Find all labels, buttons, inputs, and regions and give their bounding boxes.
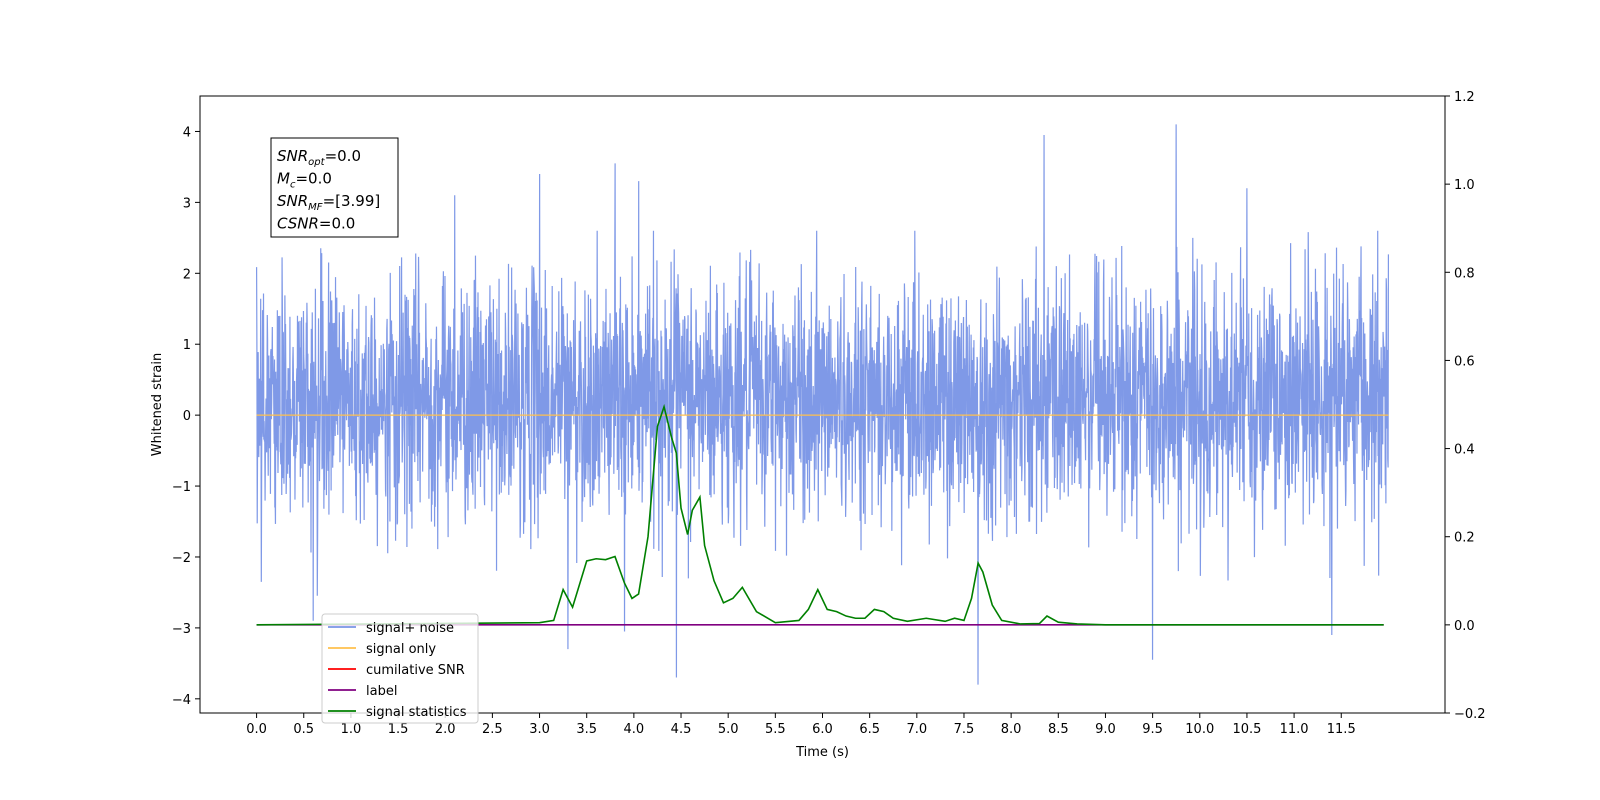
y-right-tick-label: 0.6 — [1454, 354, 1475, 369]
legend-frame — [321, 613, 479, 724]
x-tick-label: 0.5 — [293, 722, 314, 737]
info-box-line: SNRMF=[3.99] — [277, 192, 380, 213]
legend: signal+ noise signal only cumilative SNR la… — [321, 613, 479, 724]
legend-entry: signal only — [366, 642, 436, 657]
x-tick-label: 5.0 — [718, 722, 739, 737]
legend-entry: label — [366, 684, 397, 699]
y-tick-label: −1 — [172, 480, 191, 495]
x-tick-label: 1.5 — [388, 722, 409, 737]
y-axis-left: −4 −3 −2 −1 0 1 2 3 4 — [172, 125, 200, 708]
legend-entry: cumilative SNR — [366, 663, 465, 678]
y-tick-label: −2 — [172, 551, 191, 566]
y-right-tick-label: −0.2 — [1454, 707, 1486, 722]
info-box-line: Mc=0.0 — [277, 170, 332, 191]
y-right-tick-label: 1.2 — [1454, 90, 1475, 105]
x-axis-label: Time (s) — [795, 745, 849, 760]
y-tick-label: 3 — [183, 196, 191, 211]
x-tick-label: 7.0 — [906, 722, 927, 737]
signal-noise-series — [255, 124, 1390, 685]
x-tick-label: 2.0 — [435, 722, 456, 737]
series-line-signal-statistics — [256, 403, 1384, 626]
y-right-tick-label: 0.2 — [1454, 531, 1475, 546]
x-tick-label: 1.0 — [341, 722, 362, 737]
x-tick-label: 9.0 — [1095, 722, 1116, 737]
y-axis-right: −0.2 0.0 0.2 0.4 0.6 0.8 1.0 1.2 — [1445, 90, 1486, 722]
legend-entry: signal statistics — [366, 705, 467, 720]
x-tick-label: 6.0 — [812, 722, 833, 737]
x-tick-label: 4.5 — [671, 722, 692, 737]
y-right-tick-label: 0.8 — [1454, 266, 1475, 281]
x-tick-label: 5.5 — [765, 722, 786, 737]
x-tick-label: 0.0 — [246, 722, 267, 737]
y-tick-label: 1 — [183, 338, 191, 353]
info-box-line: CSNR=0.0 — [277, 215, 355, 233]
y-right-tick-label: 0.0 — [1454, 619, 1475, 634]
y-right-tick-label: 1.0 — [1454, 178, 1475, 193]
y-tick-label: 4 — [183, 125, 191, 140]
x-tick-label: 10.5 — [1232, 722, 1261, 737]
x-tick-label: 4.0 — [624, 722, 645, 737]
info-box-frame — [270, 137, 399, 238]
x-tick-label: 7.5 — [954, 722, 975, 737]
x-tick-label: 6.5 — [859, 722, 880, 737]
x-tick-label: 11.5 — [1327, 722, 1356, 737]
legend-entry: signal+ noise — [366, 621, 454, 636]
y-tick-label: 0 — [183, 409, 191, 424]
x-tick-label: 8.0 — [1001, 722, 1022, 737]
x-tick-label: 2.5 — [482, 722, 503, 737]
x-tick-label: 8.5 — [1048, 722, 1069, 737]
y-tick-label: −4 — [172, 693, 191, 708]
x-tick-label: 3.5 — [576, 722, 597, 737]
info-box-line: SNRopt=0.0 — [277, 147, 361, 168]
x-tick-label: 9.5 — [1142, 722, 1163, 737]
y-axis-label: Whitened strain — [150, 353, 165, 456]
y-tick-label: 2 — [183, 267, 191, 282]
series-line-signal-noise — [255, 124, 1390, 685]
y-right-tick-label: 0.4 — [1454, 443, 1475, 458]
x-tick-label: 11.0 — [1280, 722, 1309, 737]
x-tick-label: 10.0 — [1185, 722, 1214, 737]
y-tick-label: −3 — [172, 622, 191, 637]
x-tick-label: 3.0 — [529, 722, 550, 737]
x-axis: 0.0 0.5 1.0 1.5 2.0 2.5 3.0 3.5 4.0 4.5 5.0 5.5 6.0 6… — [246, 713, 1356, 737]
